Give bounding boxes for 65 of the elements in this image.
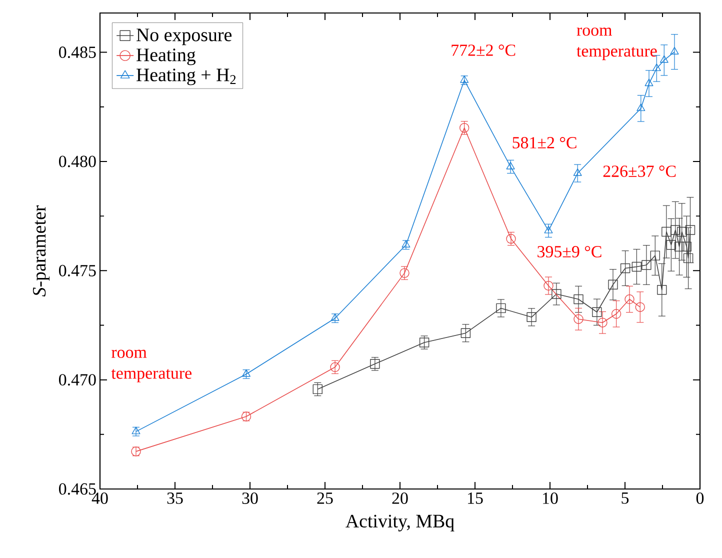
- point: [460, 328, 471, 338]
- point: [526, 312, 536, 322]
- y-tick-label: 0.475: [59, 264, 96, 276]
- y-tick-label: 0.465: [59, 483, 96, 495]
- x-tick-label: 10: [543, 492, 558, 504]
- x-tick-label: 0: [696, 492, 704, 504]
- point: [402, 240, 410, 248]
- point: [624, 294, 634, 304]
- annotation: 772±2 °C: [452, 44, 516, 56]
- legend-label: Heating: [136, 48, 196, 66]
- point: [674, 242, 684, 252]
- point: [685, 225, 696, 235]
- annotation: room temperature: [576, 28, 657, 60]
- annotation: 226±37 °C: [603, 166, 676, 177]
- point: [544, 280, 554, 291]
- point: [660, 55, 668, 63]
- point: [657, 285, 667, 295]
- point: [574, 294, 584, 304]
- point: [370, 359, 380, 369]
- point: [459, 123, 470, 133]
- point: [636, 104, 646, 112]
- x-tick-label: 30: [242, 492, 258, 504]
- y-tick-label: 0.470: [59, 374, 96, 386]
- point: [635, 302, 645, 312]
- point: [652, 64, 661, 72]
- x-tick-label: 5: [622, 492, 629, 504]
- y-tick-label: 0.480: [59, 156, 96, 168]
- point: [242, 369, 250, 377]
- point: [460, 75, 469, 83]
- point: [611, 309, 622, 319]
- point: [662, 226, 672, 237]
- point: [683, 253, 694, 264]
- point: [632, 262, 642, 272]
- point: [574, 314, 584, 324]
- point: [552, 289, 562, 299]
- point: [677, 226, 687, 237]
- point: [598, 318, 608, 328]
- legend-label: No exposure: [136, 28, 232, 46]
- x-tick-label: 15: [468, 492, 483, 504]
- point: [608, 280, 618, 290]
- x-tick-label: 40: [92, 492, 108, 504]
- point: [132, 426, 140, 434]
- annotation: 581±2 °C: [512, 136, 576, 148]
- point: [642, 260, 652, 270]
- point: [682, 242, 692, 252]
- point: [644, 78, 654, 86]
- point: [650, 250, 660, 260]
- point: [666, 240, 676, 250]
- x-tick-label: 20: [392, 492, 408, 504]
- legend-label: Heating + H$_{2}$: [136, 68, 236, 86]
- point: [670, 225, 680, 235]
- y-tick-label: 0.485: [59, 46, 96, 58]
- annotation: 395±9 °C: [538, 246, 602, 258]
- y-axis-title: S-parameter: [32, 205, 50, 296]
- point: [330, 313, 340, 321]
- point: [670, 47, 679, 54]
- point: [573, 168, 582, 176]
- point: [400, 268, 410, 278]
- x-tick-label: 35: [167, 492, 183, 504]
- point: [592, 307, 602, 317]
- point: [620, 263, 630, 274]
- annotation: room temperature: [111, 350, 192, 382]
- x-axis-title: Activity, MBq: [346, 514, 454, 532]
- point: [496, 303, 506, 314]
- x-tick-label: 25: [317, 492, 333, 504]
